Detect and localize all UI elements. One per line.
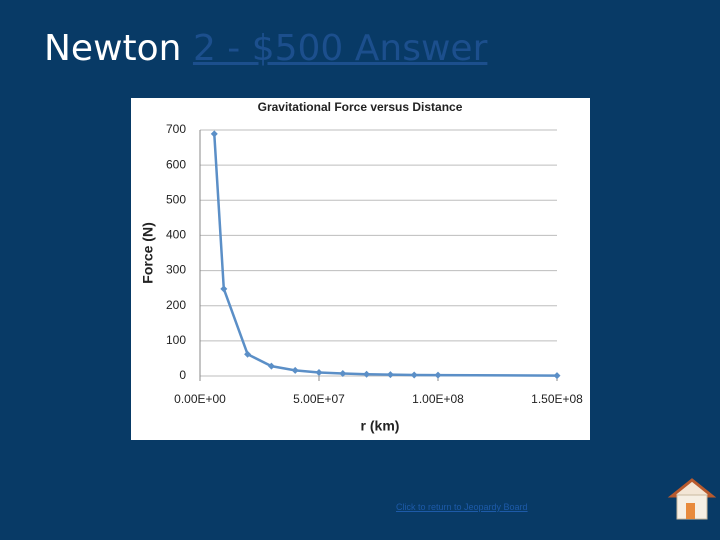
y-tick-label: 100 (166, 333, 186, 347)
data-marker (291, 366, 299, 374)
y-tick-label: 0 (179, 368, 186, 382)
return-link[interactable]: Click to return to Jeopardy Board (396, 502, 528, 512)
data-line (213, 133, 558, 377)
data-marker (244, 350, 252, 358)
y-tick-label: 300 (166, 263, 186, 277)
data-marker (434, 371, 442, 379)
data-marker (410, 371, 418, 379)
home-icon[interactable] (667, 478, 717, 520)
y-tick-label: 500 (166, 192, 186, 206)
x-axis-label: r (km) (361, 418, 400, 434)
slide-title: Newton 2 - $500 Answer (44, 28, 487, 69)
y-tick-label: 400 (166, 228, 186, 242)
data-marker (315, 368, 323, 376)
x-tick-label: 0.00E+00 (174, 392, 226, 406)
x-tick-label: 1.00E+08 (412, 392, 464, 406)
data-marker (553, 372, 561, 380)
x-tick-label: 1.50E+08 (531, 392, 583, 406)
data-marker (220, 285, 228, 293)
data-marker (339, 370, 347, 378)
x-tick-label: 5.00E+07 (293, 392, 345, 406)
data-marker (267, 362, 275, 370)
y-tick-label: 600 (166, 157, 186, 171)
y-tick-label: 700 (166, 122, 186, 136)
y-axis-label: Force (N) (140, 222, 156, 283)
title-text: Newton (44, 28, 182, 69)
title-link[interactable]: 2 - $500 Answer (192, 28, 488, 69)
data-marker (386, 371, 394, 379)
y-tick-label: 200 (166, 298, 186, 312)
chart-background (131, 98, 590, 440)
data-marker (210, 130, 218, 138)
data-marker (363, 370, 371, 378)
chart-title: Gravitational Force versus Distance (258, 100, 463, 114)
